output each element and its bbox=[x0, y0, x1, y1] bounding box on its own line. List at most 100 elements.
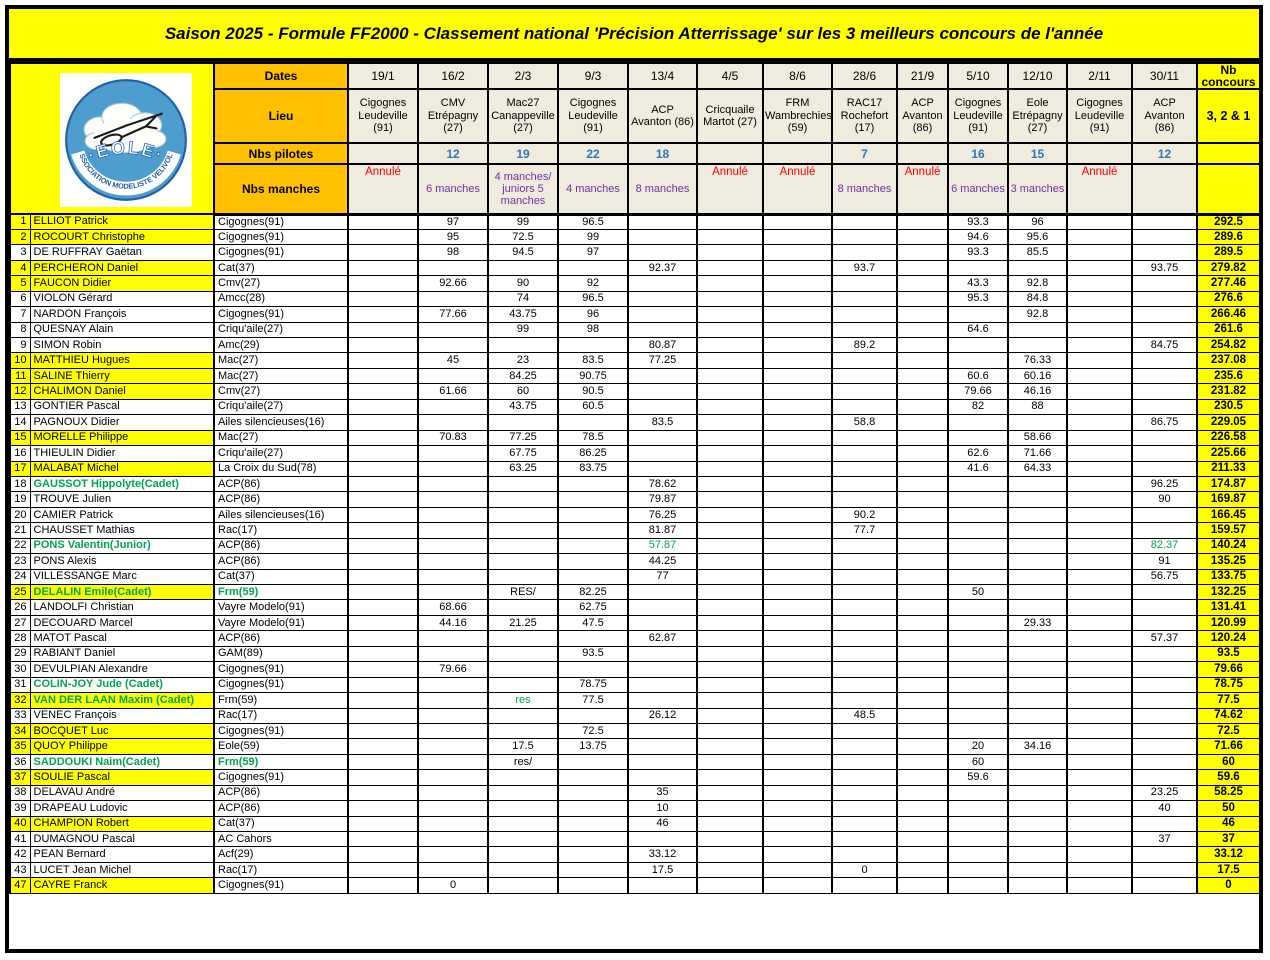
score-cell bbox=[762, 800, 833, 817]
total-cell: 59.6 bbox=[1196, 769, 1259, 786]
score-cell: 99 bbox=[487, 213, 559, 230]
table-row: 25 DELALIN Emile(Cadet) Frm(59) RES/82.25 50… bbox=[9, 583, 1259, 601]
rank-cell: 18 bbox=[9, 475, 31, 493]
score-cell bbox=[1007, 692, 1068, 709]
score-cell bbox=[1066, 599, 1133, 616]
results-body: 1 ELLIOT Patrick Cigognes(91) 97 99 96.5 93.3 9… bbox=[9, 213, 1259, 894]
score-cell bbox=[487, 830, 559, 848]
score-cell: 64.6 bbox=[947, 321, 1009, 339]
score-cell bbox=[347, 398, 419, 416]
pilot-name: MORELLE Philippe bbox=[29, 429, 215, 447]
score-cell: 84.8 bbox=[1007, 290, 1068, 308]
table-row: 3 DE RUFFRAY Gaëtan Cigognes(91) 98 94.5 97 93… bbox=[9, 244, 1259, 261]
total-cell: 279.82 bbox=[1196, 259, 1259, 277]
score-cell bbox=[347, 352, 419, 369]
score-cell bbox=[347, 877, 419, 894]
score-cell: 41.6 bbox=[947, 460, 1009, 477]
score-cell: 62.75 bbox=[557, 599, 629, 616]
total-cell: 140.24 bbox=[1196, 537, 1259, 555]
score-cell bbox=[1131, 769, 1198, 786]
rank-cell: 25 bbox=[9, 583, 31, 601]
score-cell: 0 bbox=[831, 861, 898, 879]
rank-cell: 47 bbox=[9, 877, 31, 894]
score-cell bbox=[557, 259, 629, 277]
score-cell bbox=[831, 290, 898, 308]
score-cell bbox=[762, 228, 833, 246]
score-cell: 92.8 bbox=[1007, 275, 1068, 292]
score-cell bbox=[1007, 877, 1068, 894]
club-name: Criqu'aile(27) bbox=[213, 321, 349, 339]
score-cell: 80.87 bbox=[627, 336, 698, 354]
total-cell: 132.25 bbox=[1196, 583, 1259, 601]
score-cell bbox=[1131, 753, 1198, 771]
score-cell bbox=[1066, 830, 1133, 848]
score-cell: 23.25 bbox=[1131, 784, 1198, 802]
pilot-name: QUOY Philippe bbox=[29, 738, 215, 755]
score-cell bbox=[947, 414, 1009, 431]
score-cell bbox=[347, 661, 419, 678]
pilot-name: COLIN-JOY Jude (Cadet) bbox=[29, 676, 215, 694]
pilot-name: SADDOUKI Naim(Cadet) bbox=[29, 753, 215, 771]
score-cell: 89.2 bbox=[831, 336, 898, 354]
score-cell bbox=[1066, 692, 1133, 709]
table-row: 17 MALABAT Michel La Croix du Sud(78) 63.25… bbox=[9, 460, 1259, 477]
table-row: 41 DUMAGNOU Pascal AC Cahors 37 37 bbox=[9, 830, 1259, 848]
score-cell bbox=[627, 738, 698, 755]
score-cell bbox=[896, 506, 949, 524]
score-cell bbox=[1066, 661, 1133, 678]
date-header: 12/10 bbox=[1007, 62, 1068, 90]
score-cell bbox=[487, 877, 559, 894]
pilotes-count: 16 bbox=[947, 142, 1009, 165]
score-cell bbox=[347, 336, 419, 354]
score-cell bbox=[487, 336, 559, 354]
score-cell: 56.75 bbox=[1131, 568, 1198, 586]
pilot-name: THIEULIN Didier bbox=[29, 445, 215, 462]
score-cell bbox=[947, 676, 1009, 694]
total-cell: 17.5 bbox=[1196, 861, 1259, 879]
pilot-name: PERCHERON Daniel bbox=[29, 259, 215, 277]
score-cell: 93.7 bbox=[831, 259, 898, 277]
score-cell bbox=[627, 306, 698, 323]
score-cell bbox=[831, 275, 898, 292]
rank-cell: 13 bbox=[9, 398, 31, 416]
score-cell: 60.6 bbox=[947, 367, 1009, 385]
score-cell bbox=[487, 815, 559, 833]
rank-cell: 5 bbox=[9, 275, 31, 292]
score-cell bbox=[557, 506, 629, 524]
score-cell bbox=[417, 522, 489, 539]
score-cell bbox=[762, 722, 833, 740]
score-cell bbox=[1066, 228, 1133, 246]
score-cell bbox=[557, 568, 629, 586]
score-cell bbox=[627, 321, 698, 339]
score-cell bbox=[417, 738, 489, 755]
score-cell bbox=[1131, 583, 1198, 601]
score-cell: 84.75 bbox=[1131, 336, 1198, 354]
score-cell: 76.33 bbox=[1007, 352, 1068, 369]
score-cell bbox=[696, 630, 764, 647]
pilot-name: CHALIMON Daniel bbox=[29, 383, 215, 400]
score-cell: 29.33 bbox=[1007, 614, 1068, 632]
score-cell bbox=[347, 846, 419, 863]
total-cell: 226.58 bbox=[1196, 429, 1259, 447]
score-cell bbox=[831, 321, 898, 339]
score-cell bbox=[627, 599, 698, 616]
rank-cell: 22 bbox=[9, 537, 31, 555]
pilotes-count: 12 bbox=[1131, 142, 1198, 165]
pilot-name: FAUCON Didier bbox=[29, 275, 215, 292]
pilot-name: CAMIER Patrick bbox=[29, 506, 215, 524]
table-row: 43 LUCET Jean Michel Rac(17) 17.5 0 17.5 bbox=[9, 861, 1259, 879]
score-cell bbox=[896, 553, 949, 570]
score-cell: 21.25 bbox=[487, 614, 559, 632]
pilotes-count: 15 bbox=[1007, 142, 1068, 165]
score-cell: 58.66 bbox=[1007, 429, 1068, 447]
score-cell bbox=[347, 553, 419, 570]
club-name: ACP(86) bbox=[213, 491, 349, 508]
score-cell bbox=[417, 645, 489, 663]
lieu-header: RAC17 Rochefort (17) bbox=[831, 88, 898, 144]
score-cell bbox=[1066, 861, 1133, 879]
score-cell bbox=[696, 753, 764, 771]
rank-cell: 42 bbox=[9, 846, 31, 863]
club-name: Mac(27) bbox=[213, 429, 349, 447]
score-cell bbox=[347, 707, 419, 724]
score-cell bbox=[347, 306, 419, 323]
